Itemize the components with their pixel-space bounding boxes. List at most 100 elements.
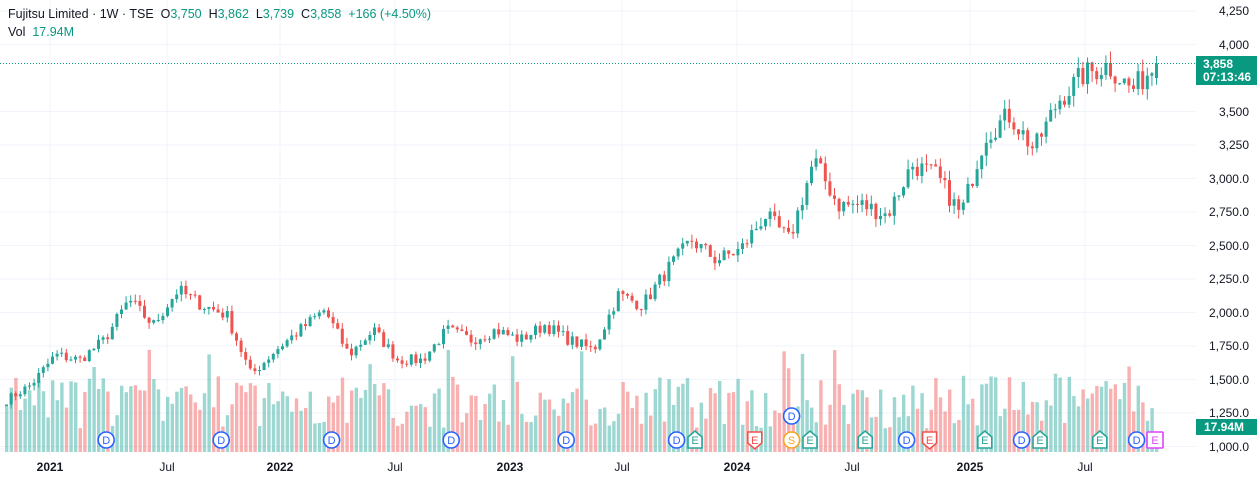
volume-bar [511, 356, 515, 452]
volume-bar [819, 380, 823, 452]
dividend-marker[interactable]: D [97, 431, 115, 449]
volume-bar [731, 392, 736, 452]
earnings-marker[interactable]: E [857, 429, 873, 449]
svg-text:S: S [788, 435, 795, 447]
volume-bar [547, 399, 552, 452]
volume-bar [915, 408, 920, 452]
candle-body [74, 356, 77, 360]
candle-body [492, 329, 496, 339]
volume-bar [860, 390, 864, 452]
earnings-marker[interactable]: E [1032, 429, 1048, 449]
candle-body [290, 335, 294, 341]
candle-body [971, 183, 974, 186]
candle-body [800, 205, 804, 211]
volume-bar [143, 390, 147, 452]
candle-body [331, 317, 335, 324]
volume-bar [750, 390, 754, 452]
volume-bar [74, 382, 78, 452]
volume-bar [644, 392, 648, 452]
close-value: 3,858 [310, 7, 342, 21]
candle-body [796, 210, 800, 234]
dividend-marker[interactable]: D [442, 431, 461, 449]
candle-body [78, 356, 82, 358]
candle-body [566, 331, 570, 345]
price-tick: 2,000.0 [1208, 305, 1249, 320]
volume-bar [262, 398, 266, 452]
candle-body [653, 284, 657, 300]
volume-bar [290, 411, 294, 452]
candle-body [432, 344, 436, 352]
candle-body [368, 334, 372, 341]
dividend-marker[interactable]: D [212, 431, 230, 449]
candle-body [69, 359, 73, 361]
candle-body [235, 333, 238, 341]
volume-bar [350, 390, 354, 452]
volume-bar [626, 391, 630, 452]
candle-body [156, 320, 160, 322]
candle-body [497, 329, 501, 335]
volume-bar [745, 401, 749, 452]
volume-bar [386, 389, 391, 452]
candle-body [179, 285, 183, 295]
candle-body [166, 307, 169, 316]
dividend-marker[interactable]: D [557, 431, 576, 449]
volume-bar [354, 387, 358, 452]
candle-body [55, 353, 59, 357]
candle-body [961, 202, 965, 210]
candle-body [198, 295, 202, 310]
candle-body [538, 325, 542, 333]
svg-text:E: E [751, 435, 758, 447]
dividend-marker[interactable]: D [1127, 431, 1146, 449]
svg-text:E: E [806, 435, 813, 447]
candle-body [911, 166, 915, 170]
volume-bar [465, 413, 469, 452]
dividend-marker[interactable]: D [782, 407, 801, 425]
svg-text:D: D [562, 435, 570, 447]
earnings-marker[interactable]: E [747, 431, 763, 451]
candle-body [110, 326, 114, 340]
candle-body [842, 201, 846, 212]
candle-body [400, 360, 404, 364]
volume-bar [957, 420, 961, 452]
interval[interactable]: 1W [99, 7, 119, 21]
svg-text:E: E [1096, 435, 1103, 447]
earnings-marker[interactable]: E [921, 431, 938, 451]
candle-body [488, 338, 491, 340]
dividend-marker[interactable]: D [667, 431, 686, 449]
candle-body [888, 213, 892, 216]
volume-bar [428, 426, 432, 452]
dividend-marker[interactable]: D [1012, 431, 1031, 449]
earnings-marker[interactable]: E [1092, 429, 1108, 449]
close-label: C [301, 7, 311, 21]
candle-body [1063, 100, 1066, 105]
candle-body [478, 339, 482, 345]
candle-body [382, 332, 386, 348]
volume-bar [115, 415, 119, 452]
candle-body [768, 211, 772, 220]
volume-bar [189, 394, 193, 452]
volume-bar [87, 378, 92, 452]
volume-bar [60, 382, 64, 452]
volume-bar [9, 387, 13, 452]
volume-bar [193, 402, 197, 452]
candle-body [216, 309, 220, 313]
volume-bar [506, 424, 510, 452]
volume-bar [1030, 401, 1035, 452]
volume-bar [810, 407, 814, 452]
earnings-marker[interactable]: E [802, 429, 818, 449]
volume-bar [1076, 406, 1081, 452]
volume-bar [621, 381, 625, 452]
candle-body [814, 158, 818, 167]
dividend-marker[interactable]: D [322, 431, 341, 449]
earnings-marker[interactable]: E [1146, 431, 1164, 449]
earnings-marker[interactable]: E [687, 429, 703, 449]
symbol-name[interactable]: Fujitsu Limited [8, 7, 89, 21]
candle-body [948, 180, 951, 206]
dividend-marker[interactable]: D [897, 431, 916, 449]
candle-body [1067, 95, 1071, 105]
earnings-marker[interactable]: E [977, 429, 993, 449]
split-marker[interactable]: S [782, 431, 801, 449]
candle-body [851, 203, 855, 205]
